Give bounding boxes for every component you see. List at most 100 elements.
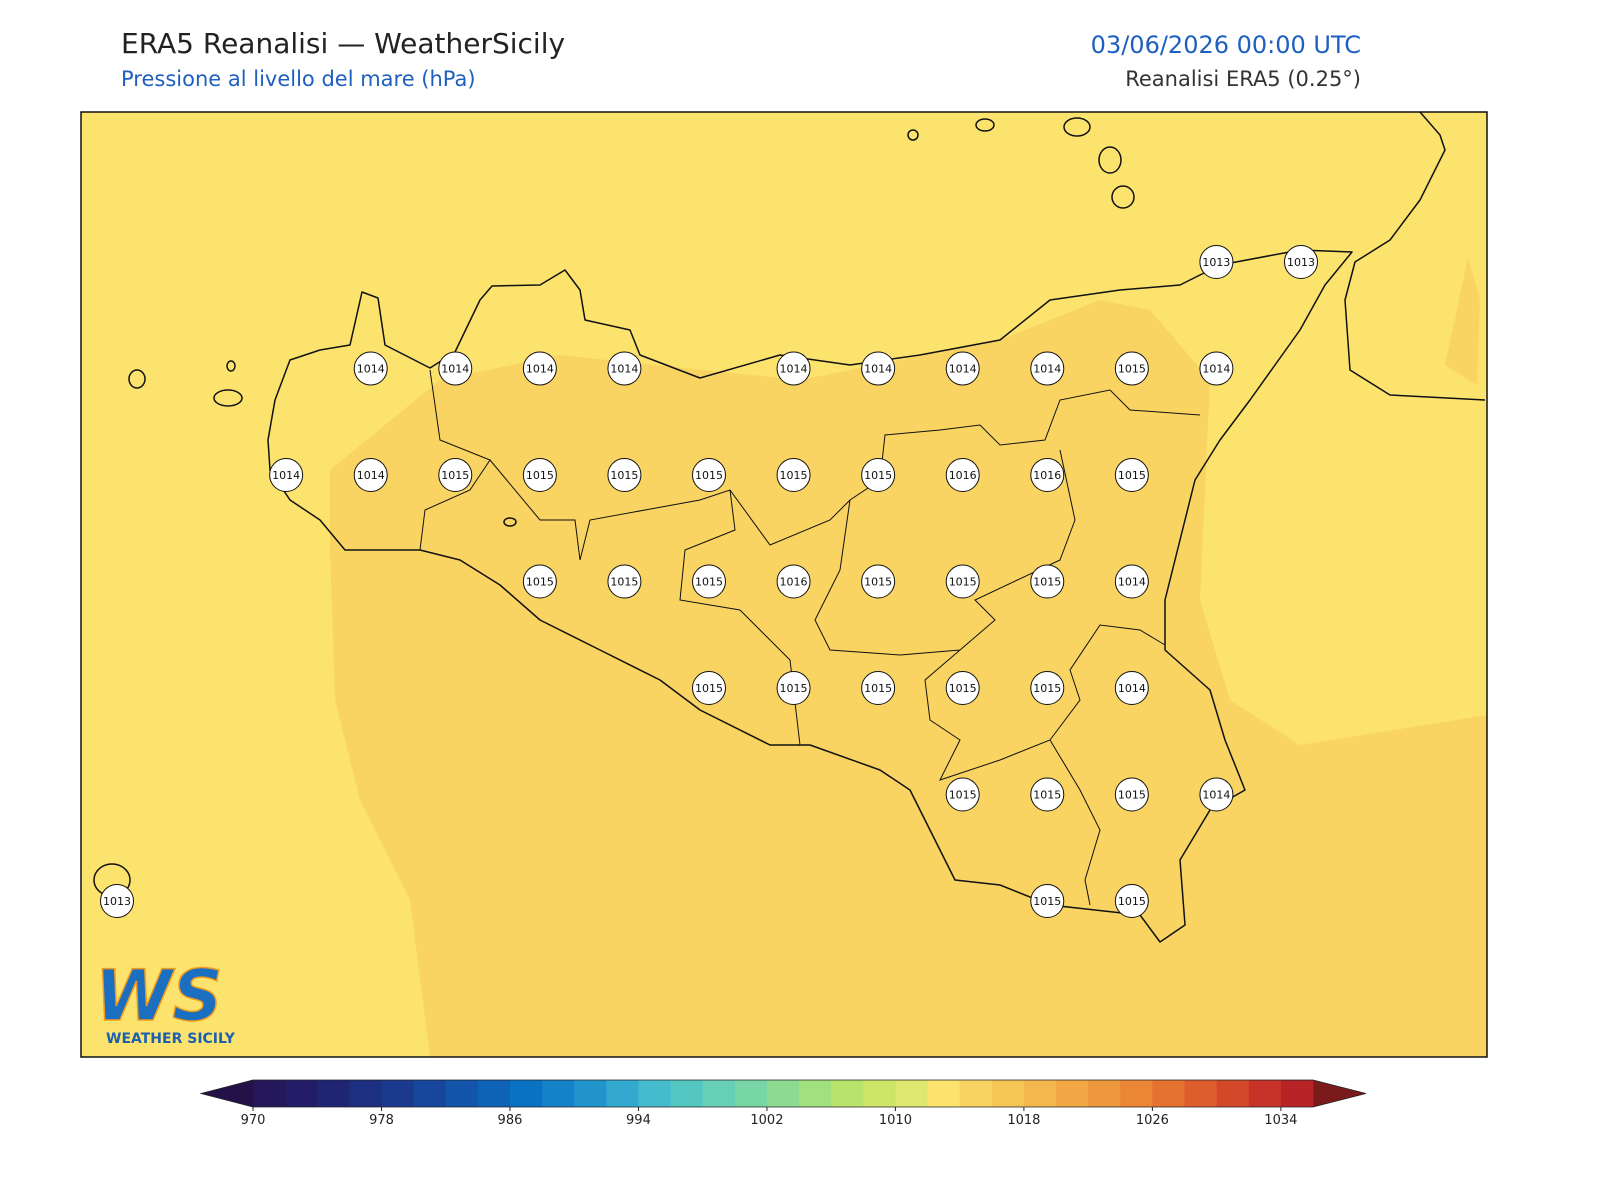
- colorbar-segment: [1184, 1080, 1218, 1107]
- station: 1015: [1114, 458, 1149, 492]
- station-marker: [607, 351, 642, 386]
- colorbar-segment: [477, 1080, 511, 1107]
- station-value: 1015: [526, 576, 554, 589]
- station-marker: [945, 777, 980, 812]
- station-value: 1016: [1033, 469, 1061, 482]
- colorbar-segment: [253, 1080, 286, 1107]
- logo-mark: WS: [95, 955, 223, 1037]
- station-value: 1015: [780, 682, 808, 695]
- station-marker: [691, 671, 726, 705]
- colorbar-segment: [1120, 1080, 1153, 1107]
- station: 1015: [691, 458, 726, 492]
- station-value: 1015: [864, 469, 892, 482]
- station: 1016: [1030, 458, 1065, 492]
- station-marker: [1030, 671, 1065, 705]
- station-marker: [776, 671, 811, 705]
- station-marker: [1283, 245, 1318, 279]
- logo: WS WEATHER SICILY: [94, 954, 236, 1047]
- field-contour: [1445, 258, 1480, 385]
- colorbar-segment: [799, 1080, 832, 1107]
- coastline: [1344, 111, 1486, 401]
- station: 1015: [861, 671, 896, 705]
- station-marker: [1030, 884, 1065, 918]
- station-marker: [1030, 351, 1065, 386]
- station-marker: [100, 884, 134, 918]
- station-value: 1014: [1033, 363, 1061, 376]
- station: 1015: [776, 671, 811, 705]
- station-value: 1015: [1118, 363, 1146, 376]
- station-value: 1015: [1118, 895, 1146, 908]
- station: 1014: [353, 458, 388, 492]
- station: 1015: [1114, 351, 1149, 386]
- colorbar-segment: [509, 1080, 543, 1107]
- station-marker: [691, 564, 726, 599]
- station-value: 1014: [357, 363, 385, 376]
- colorbar-tick-label: 978: [369, 1113, 394, 1128]
- station: 1014: [438, 351, 473, 386]
- colorbar-segment: [863, 1080, 896, 1107]
- station: 1015: [945, 777, 980, 812]
- station-value: 1014: [1118, 576, 1146, 589]
- colorbar-segment: [991, 1080, 1025, 1107]
- station: 1015: [607, 458, 642, 492]
- station-marker: [1030, 564, 1065, 599]
- station-value: 1015: [1033, 682, 1061, 695]
- station-marker: [1114, 564, 1149, 599]
- station-value: 1015: [949, 682, 977, 695]
- colorbar-segment: [1280, 1080, 1314, 1107]
- station-marker: [945, 458, 980, 492]
- colorbar-tick-label: 986: [498, 1113, 523, 1128]
- station-marker: [691, 458, 726, 492]
- station-marker: [861, 671, 896, 705]
- station-value: 1015: [1033, 576, 1061, 589]
- logo-text: WEATHER SICILY: [106, 1031, 236, 1047]
- colorbar-segment: [831, 1080, 864, 1107]
- station-value: 1015: [864, 576, 892, 589]
- colorbar-segment: [574, 1080, 607, 1107]
- station-marker: [522, 458, 557, 492]
- station-value: 1013: [1287, 256, 1315, 269]
- station: 1014: [1199, 777, 1234, 812]
- colorbar-segment: [1216, 1080, 1250, 1107]
- station-value: 1015: [780, 469, 808, 482]
- colorbar-segment: [1023, 1080, 1057, 1107]
- station-marker: [1199, 245, 1234, 279]
- station-value: 1015: [695, 469, 723, 482]
- station-layer: 1013 1013 1014 1014 1014 1014 1014 1014 1014 1014…: [100, 245, 1318, 918]
- station: 1014: [607, 351, 642, 386]
- datetime: 03/06/2026 00:00 UTC: [1091, 31, 1361, 59]
- station: 1016: [945, 458, 980, 492]
- station-value: 1013: [1202, 256, 1230, 269]
- island: [975, 118, 995, 132]
- station: 1015: [1030, 564, 1065, 599]
- station-value: 1015: [695, 682, 723, 695]
- station-value: 1015: [610, 576, 638, 589]
- station-marker: [945, 671, 980, 705]
- station-marker: [269, 458, 304, 492]
- station-value: 1014: [1118, 682, 1146, 695]
- station: 1014: [1030, 351, 1065, 386]
- colorbar-segment: [542, 1080, 575, 1107]
- station: 1014: [1114, 564, 1149, 599]
- station-marker: [1114, 884, 1149, 918]
- station: 1013: [1199, 245, 1234, 279]
- colorbar-segment: [734, 1080, 768, 1107]
- station: 1015: [522, 564, 557, 599]
- station-value: 1014: [357, 469, 385, 482]
- station-marker: [776, 564, 811, 599]
- station: 1015: [1114, 884, 1149, 918]
- title: ERA5 Reanalisi — WeatherSicily: [121, 27, 565, 60]
- station-value: 1014: [610, 363, 638, 376]
- colorbar-segment: [317, 1080, 350, 1107]
- station-marker: [776, 351, 811, 386]
- station-marker: [1030, 458, 1065, 492]
- station: 1015: [945, 671, 980, 705]
- island: [1063, 117, 1091, 137]
- station: 1015: [607, 564, 642, 599]
- colorbar-tick-label: 1018: [1007, 1113, 1040, 1128]
- station-value: 1015: [526, 469, 554, 482]
- station-marker: [861, 458, 896, 492]
- station-marker: [861, 351, 896, 386]
- station: 1015: [1114, 777, 1149, 812]
- colorbar-tick-label: 994: [626, 1113, 651, 1128]
